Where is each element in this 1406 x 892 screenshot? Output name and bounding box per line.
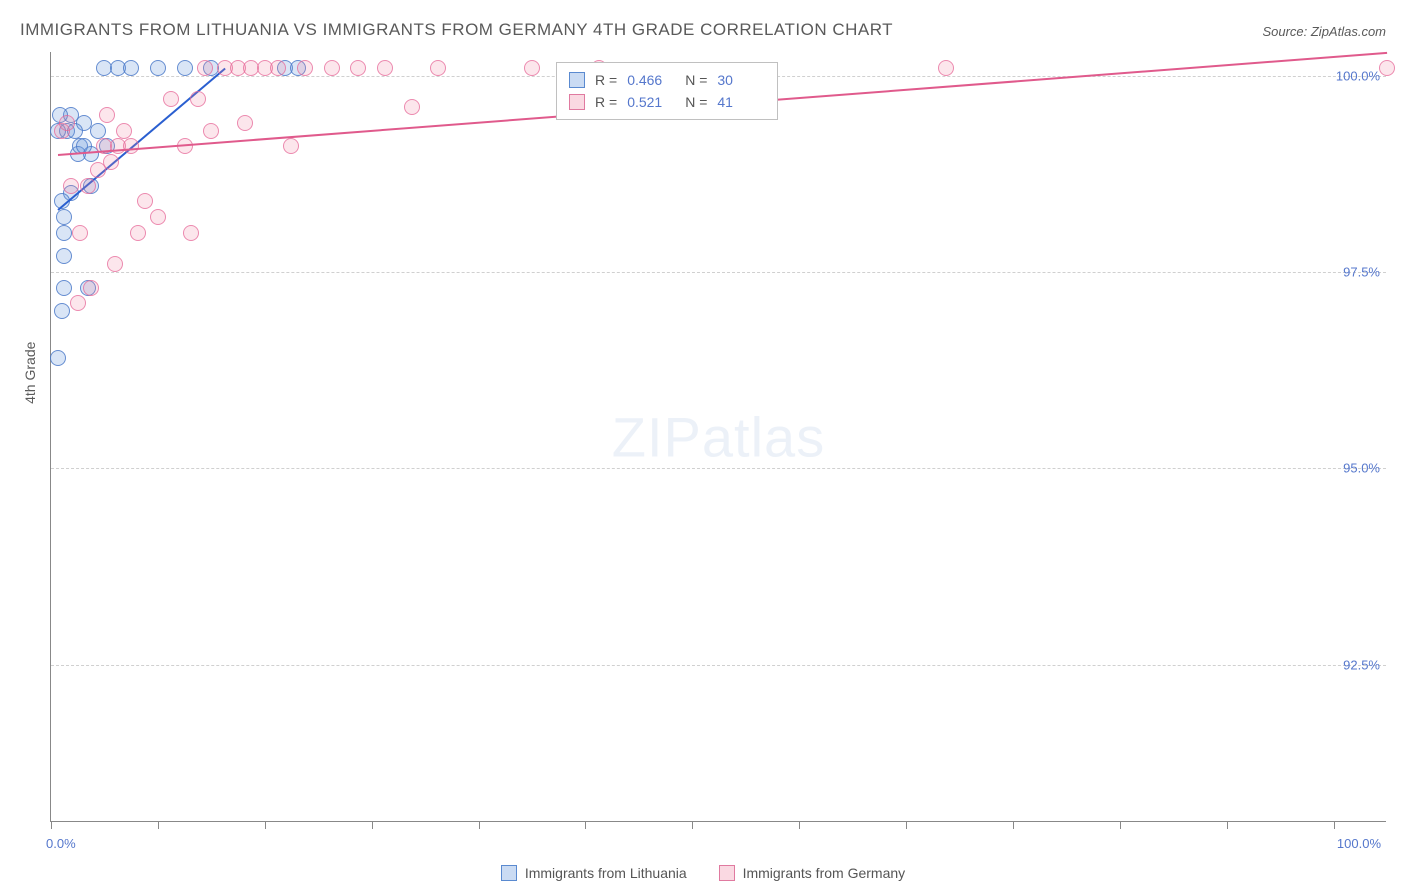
legend-label-lithuania: Immigrants from Lithuania (525, 865, 687, 881)
data-point (130, 225, 146, 241)
data-point (116, 123, 132, 139)
y-tick-label: 95.0% (1343, 461, 1380, 476)
gridline (51, 272, 1386, 273)
data-point (54, 303, 70, 319)
data-point (72, 225, 88, 241)
r-label: R = (595, 91, 617, 113)
stats-swatch (569, 94, 585, 110)
r-value: 0.466 (627, 69, 675, 91)
plot-area: ZIPatlas 92.5%95.0%97.5%100.0%0.0%100.0%… (50, 52, 1386, 822)
data-point (107, 256, 123, 272)
x-tick (692, 821, 693, 829)
x-tick (51, 821, 52, 829)
y-tick-label: 97.5% (1343, 265, 1380, 280)
stats-swatch (569, 72, 585, 88)
data-point (177, 60, 193, 76)
n-label: N = (685, 91, 707, 113)
x-label-min: 0.0% (46, 836, 76, 851)
x-tick (158, 821, 159, 829)
data-point (123, 60, 139, 76)
legend: Immigrants from Lithuania Immigrants fro… (0, 865, 1406, 884)
watermark-bold: ZIP (612, 405, 702, 468)
x-tick (479, 821, 480, 829)
data-point (190, 91, 206, 107)
x-tick (1013, 821, 1014, 829)
data-point (283, 138, 299, 154)
data-point (50, 350, 66, 366)
x-tick (1227, 821, 1228, 829)
source-label: Source: ZipAtlas.com (1262, 24, 1386, 39)
stats-row: R = 0.466 N = 30 (569, 69, 765, 91)
chart-title: IMMIGRANTS FROM LITHUANIA VS IMMIGRANTS … (20, 20, 893, 40)
data-point (524, 60, 540, 76)
data-point (938, 60, 954, 76)
x-tick (799, 821, 800, 829)
n-label: N = (685, 69, 707, 91)
n-value: 30 (717, 69, 765, 91)
data-point (123, 138, 139, 154)
legend-label-germany: Immigrants from Germany (743, 865, 906, 881)
gridline (51, 468, 1386, 469)
gridline (51, 665, 1386, 666)
data-point (83, 280, 99, 296)
data-point (163, 91, 179, 107)
legend-swatch-blue (501, 865, 517, 881)
legend-item-lithuania: Immigrants from Lithuania (501, 865, 687, 881)
r-value: 0.521 (627, 91, 675, 113)
data-point (404, 99, 420, 115)
data-point (1379, 60, 1395, 76)
data-point (63, 178, 79, 194)
x-tick (585, 821, 586, 829)
data-point (270, 60, 286, 76)
x-tick (1120, 821, 1121, 829)
data-point (150, 209, 166, 225)
data-point (56, 248, 72, 264)
watermark-light: atlas (702, 405, 825, 468)
data-point (103, 154, 119, 170)
data-point (90, 123, 106, 139)
data-point (430, 60, 446, 76)
watermark: ZIPatlas (612, 404, 825, 469)
x-tick (372, 821, 373, 829)
data-point (70, 295, 86, 311)
y-axis-title: 4th Grade (22, 342, 38, 404)
y-tick-label: 100.0% (1336, 68, 1380, 83)
stats-row: R = 0.521 N = 41 (569, 91, 765, 113)
data-point (297, 60, 313, 76)
x-tick (265, 821, 266, 829)
n-value: 41 (717, 91, 765, 113)
y-tick-label: 92.5% (1343, 657, 1380, 672)
data-point (237, 115, 253, 131)
data-point (350, 60, 366, 76)
legend-swatch-pink (719, 865, 735, 881)
data-point (377, 60, 393, 76)
stats-box: R = 0.466 N = 30 R = 0.521 N = 41 (556, 62, 778, 120)
data-point (203, 123, 219, 139)
data-point (197, 60, 213, 76)
data-point (150, 60, 166, 76)
r-label: R = (595, 69, 617, 91)
data-point (99, 107, 115, 123)
data-point (324, 60, 340, 76)
data-point (56, 209, 72, 225)
data-point (137, 193, 153, 209)
x-tick (1334, 821, 1335, 829)
data-point (59, 115, 75, 131)
legend-item-germany: Immigrants from Germany (719, 865, 906, 881)
data-point (56, 280, 72, 296)
data-point (56, 225, 72, 241)
data-point (80, 178, 96, 194)
x-tick (906, 821, 907, 829)
data-point (183, 225, 199, 241)
x-label-max: 100.0% (1337, 836, 1381, 851)
